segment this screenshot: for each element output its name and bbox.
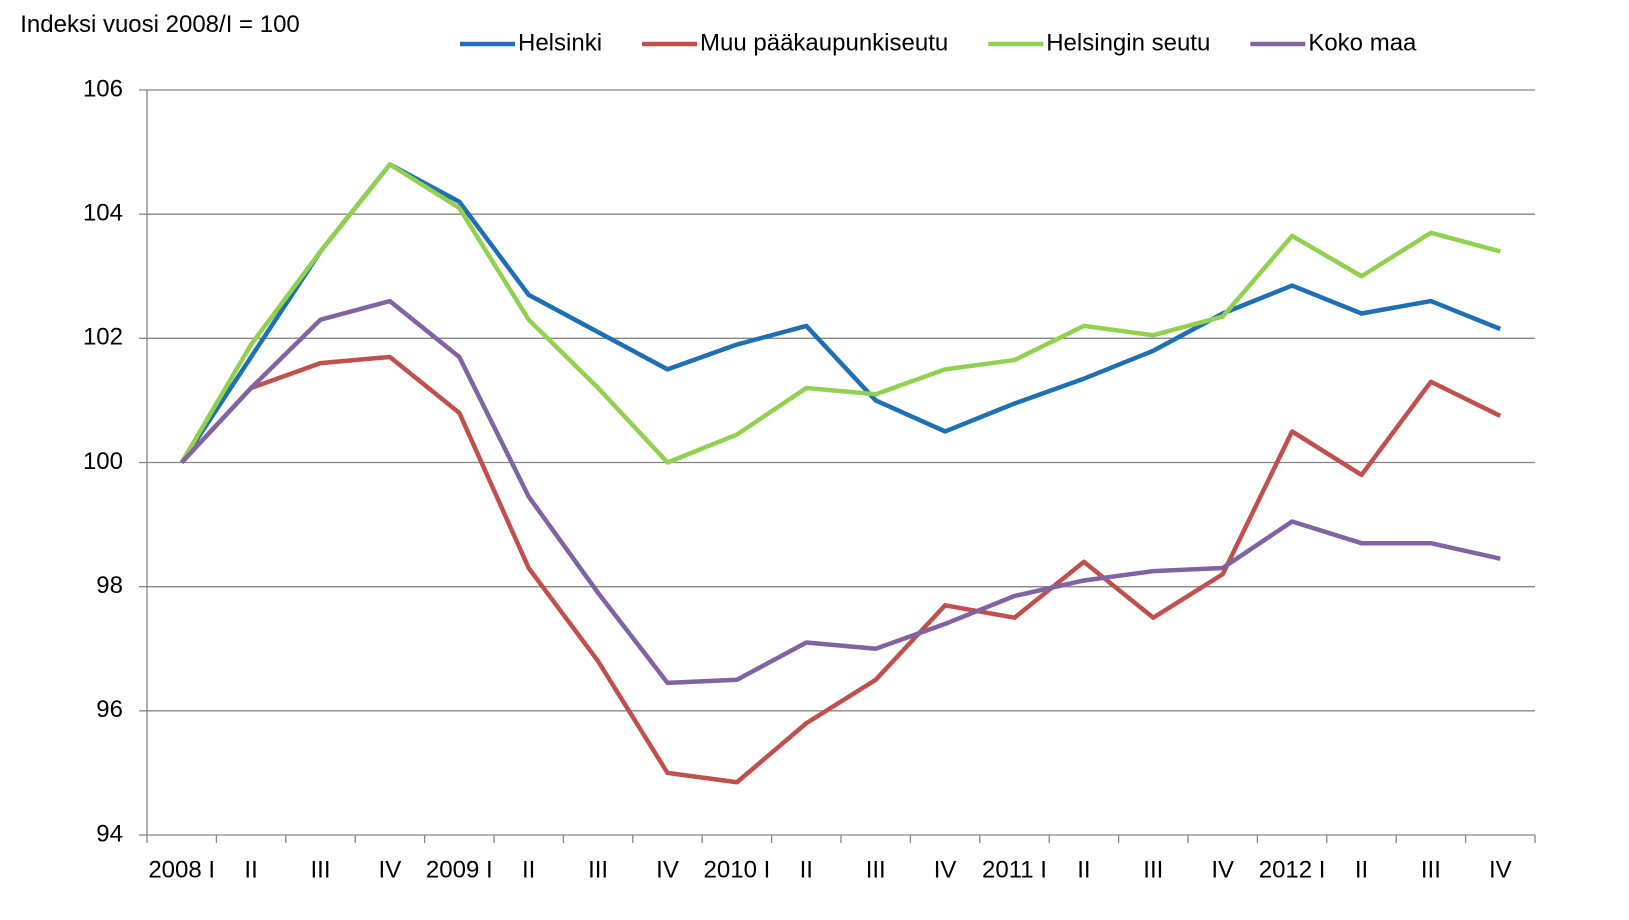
y-tick-label: 96 (96, 696, 123, 723)
y-tick-label: 100 (83, 448, 123, 475)
legend-label: Helsingin seutu (1046, 29, 1210, 56)
legend-label: Muu pääkaupunkiseutu (700, 29, 948, 56)
x-tick-label: 2009 I (426, 856, 493, 883)
x-tick-label: II (1355, 856, 1368, 883)
x-tick-label: III (866, 856, 886, 883)
x-tick-label: III (1143, 856, 1163, 883)
x-tick-label: IV (934, 856, 957, 883)
x-tick-label: II (244, 856, 257, 883)
x-tick-label: II (800, 856, 813, 883)
x-tick-label: 2010 I (704, 856, 771, 883)
series-line (179, 162, 1502, 464)
series-line (180, 354, 1502, 785)
y-tick-label: 106 (83, 75, 123, 102)
series-line (180, 298, 1501, 686)
y-axis-label: Indeksi vuosi 2008/I = 100 (20, 11, 300, 38)
series-line (179, 162, 1501, 465)
legend-label: Koko maa (1308, 29, 1417, 56)
y-tick-label: 102 (83, 324, 123, 351)
x-tick-label: IV (656, 856, 679, 883)
y-tick-label: 98 (96, 572, 123, 599)
y-tick-label: 94 (96, 820, 123, 847)
x-tick-label: III (1421, 856, 1441, 883)
legend-label: Helsinki (518, 29, 602, 56)
x-tick-label: 2011 I (982, 856, 1047, 883)
x-tick-label: IV (379, 856, 402, 883)
x-tick-label: IV (1489, 856, 1512, 883)
y-tick-label: 104 (83, 200, 123, 227)
x-tick-label: 2008 I (148, 856, 215, 883)
x-tick-label: IV (1211, 856, 1234, 883)
x-tick-label: III (588, 856, 608, 883)
x-tick-label: 2012 I (1259, 856, 1326, 883)
x-tick-label: II (1077, 856, 1090, 883)
x-tick-label: II (522, 856, 535, 883)
x-tick-label: III (310, 856, 330, 883)
